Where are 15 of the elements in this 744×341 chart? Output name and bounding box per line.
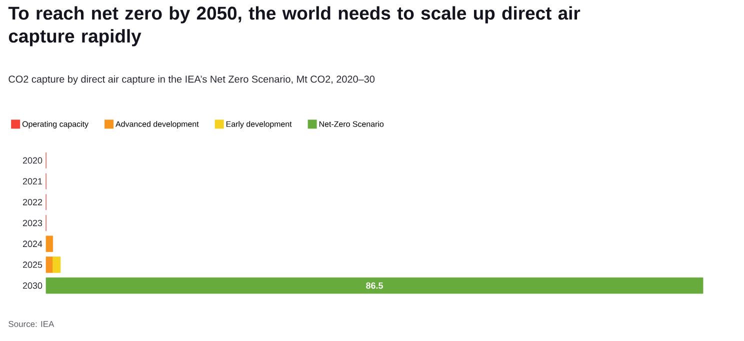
y-tick-label: 2022 bbox=[22, 198, 42, 206]
y-tick-label: 2030 bbox=[22, 282, 42, 289]
chart-title: To reach net zero by 2050, the world needs to scale up direct air capture rapidly bbox=[8, 6, 580, 46]
chart-subtitle: CO2 capture by direct air capture in the IEA’s Net Zero Scenario, Mt CO2, 2020–30 bbox=[8, 75, 375, 85]
y-tick-label: 2025 bbox=[22, 262, 42, 268]
y-tick-label: 2020 bbox=[22, 157, 42, 164]
bar bbox=[46, 277, 704, 294]
source-note: Source: IEA bbox=[8, 321, 54, 327]
y-tick-label: 2023 bbox=[22, 220, 42, 226]
y-tick-label: 2021 bbox=[22, 178, 42, 184]
bar bbox=[46, 256, 54, 273]
bar bbox=[46, 236, 54, 252]
y-tick-label: 2024 bbox=[22, 240, 42, 248]
bar bbox=[52, 256, 61, 273]
data-label: 86.5 bbox=[366, 282, 383, 289]
